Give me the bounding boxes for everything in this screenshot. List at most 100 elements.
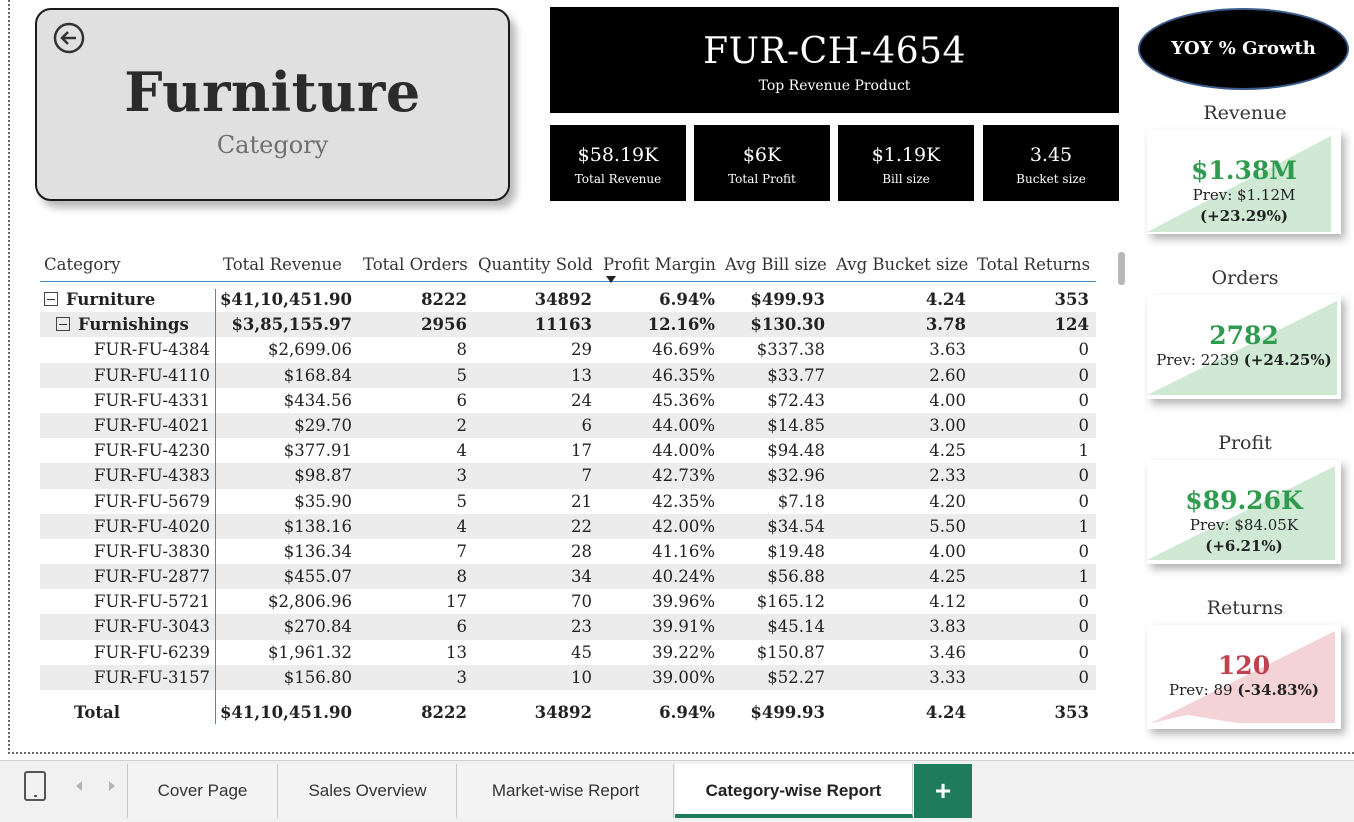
cell-value: $156.80 xyxy=(283,667,352,687)
tab-scroll-right-icon[interactable] xyxy=(109,781,115,791)
cell-value: 21 xyxy=(571,491,592,511)
cell-value: $56.88 xyxy=(767,567,825,587)
yoy-revenue-card: $1.38M Prev: $1.12M (+23.29%) xyxy=(1147,130,1341,234)
yoy-orders-heading: Orders xyxy=(1211,267,1279,289)
cell-value: 1 xyxy=(1078,516,1090,536)
cell-value: $29.70 xyxy=(294,415,352,435)
col-header-avg-bucket-size[interactable]: Avg Bucket size xyxy=(836,255,969,274)
cell-value: 2.60 xyxy=(929,365,966,385)
add-page-button[interactable]: + xyxy=(914,764,972,818)
cell-value: 5 xyxy=(456,365,468,385)
table-row[interactable]: FUR-FU-4021 $29.70 2 6 44.00% $14.85 3.00 0 xyxy=(40,412,1096,439)
cell-value: $130.30 xyxy=(750,315,825,335)
mobile-layout-icon[interactable] xyxy=(24,771,46,801)
cell-value: 3.46 xyxy=(929,642,966,662)
col-header-avg-bill-size[interactable]: Avg Bill size xyxy=(725,255,827,274)
cell-value: 0 xyxy=(1078,491,1090,511)
top-product-code: FUR-CH-4654 xyxy=(703,31,966,72)
table-row[interactable]: FUR-FU-4230 $377.91 4 17 44.00% $94.48 4.25 1 xyxy=(40,438,1096,463)
col-header-quantity-sold[interactable]: Quantity Sold xyxy=(478,255,593,274)
row-label: Furniture xyxy=(66,290,156,309)
table-row[interactable]: FUR-FU-4331 $434.56 6 24 45.36% $72.43 4.00 0 xyxy=(40,388,1096,413)
cell-value: 353 xyxy=(1054,290,1089,309)
col-header-profit-margin[interactable]: Profit Margin xyxy=(603,255,716,274)
yoy-orders-value: 2782 xyxy=(1209,321,1279,350)
cell-value: 4.25 xyxy=(929,441,966,461)
cell-value: 70 xyxy=(571,592,592,612)
cell-value: 353 xyxy=(1054,703,1089,722)
back-arrow-icon[interactable] xyxy=(51,20,87,56)
yoy-revenue-heading: Revenue xyxy=(1203,102,1287,124)
kpi-total-revenue: $58.19K Total Revenue xyxy=(550,125,686,201)
tab-sales-overview[interactable]: Sales Overview xyxy=(279,764,457,818)
col-header-total-orders[interactable]: Total Orders xyxy=(363,255,468,274)
table-row[interactable]: FUR-FU-2877 $455.07 8 34 40.24% $56.88 4.25 1 xyxy=(40,564,1096,590)
cell-value: 44.00% xyxy=(652,415,715,435)
collapse-icon[interactable] xyxy=(56,317,70,332)
cell-value: $52.27 xyxy=(767,667,825,687)
product-rows: FUR-FU-4384 $2,699.06 8 29 46.69% $337.38 3.63… xyxy=(40,337,1096,690)
report-canvas xyxy=(8,0,1354,754)
row-label: FUR-FU-4021 xyxy=(94,415,210,435)
cell-value: $455.07 xyxy=(283,567,352,587)
kpi-value: 3.45 xyxy=(1029,144,1073,166)
cell-value: $32.96 xyxy=(767,466,825,486)
row-label: FUR-FU-4230 xyxy=(94,441,210,461)
cell-value: 41.16% xyxy=(652,541,715,561)
yoy-revenue-prev: Prev: $1.12M xyxy=(1192,186,1296,204)
table-row[interactable]: FUR-FU-5721 $2,806.96 17 70 39.96% $165.12 4.1… xyxy=(40,589,1096,614)
row-label: FUR-FU-3830 xyxy=(94,541,210,561)
cell-value: 8 xyxy=(456,567,468,587)
cell-value: 8222 xyxy=(421,703,467,722)
row-label: Furnishings xyxy=(78,315,189,335)
col-header-total-returns[interactable]: Total Returns xyxy=(977,255,1091,274)
table-row[interactable]: FUR-FU-3830 $136.34 7 28 41.16% $19.48 4.00 0 xyxy=(40,539,1096,564)
cell-value: 6.94% xyxy=(659,703,715,722)
yoy-returns-change: (-34.83%) xyxy=(1237,681,1319,699)
cell-value: $45.14 xyxy=(767,617,825,637)
cell-value: 3 xyxy=(456,667,468,687)
cell-value: 6 xyxy=(456,390,468,410)
yoy-orders-change: (+24.25%) xyxy=(1243,351,1332,369)
row-label: FUR-FU-3043 xyxy=(94,617,210,637)
tab-market-wise-report[interactable]: Market-wise Report xyxy=(458,764,674,818)
cell-value: 1 xyxy=(1078,441,1090,461)
cell-value: 0 xyxy=(1078,667,1090,687)
cell-value: 23 xyxy=(571,617,592,637)
cell-value: $3,85,155.97 xyxy=(231,315,352,335)
cell-value: $499.93 xyxy=(750,703,825,722)
cell-value: $136.34 xyxy=(283,541,352,561)
cell-value: 40.24% xyxy=(652,567,715,587)
cell-value: $150.87 xyxy=(756,642,825,662)
kpi-label: Total Profit xyxy=(728,172,796,186)
cell-value: 0 xyxy=(1078,541,1090,561)
table-row[interactable]: FUR-FU-3043 $270.84 6 23 39.91% $45.14 3.83 0 xyxy=(40,614,1096,640)
table-row[interactable]: FUR-FU-3157 $156.80 3 10 39.00% $52.27 3.33 0 xyxy=(40,664,1096,690)
table-row[interactable]: FUR-FU-4110 $168.84 5 13 46.35% $33.77 2.60 0 xyxy=(40,362,1096,388)
collapse-icon[interactable] xyxy=(44,292,58,306)
top-product-label: Top Revenue Product xyxy=(758,78,911,94)
cell-value: 3.00 xyxy=(929,415,966,435)
cell-value: 3.33 xyxy=(929,667,966,687)
cell-value: $94.48 xyxy=(767,441,825,461)
tab-scroll-left-icon[interactable] xyxy=(76,781,82,791)
cell-value: 124 xyxy=(1054,315,1089,335)
tab-category-wise-report[interactable]: Category-wise Report xyxy=(675,764,913,818)
tab-cover-page[interactable]: Cover Page xyxy=(128,764,278,818)
sort-descending-icon[interactable] xyxy=(606,276,616,283)
col-header-category[interactable]: Category xyxy=(44,255,121,274)
row-label: FUR-FU-5721 xyxy=(94,592,210,612)
table-row[interactable]: FUR-FU-4384 $2,699.06 8 29 46.69% $337.38 3.63… xyxy=(40,337,1096,362)
table-row[interactable]: FUR-FU-6239 $1,961.32 13 45 39.22% $150.87 3.4… xyxy=(40,640,1096,665)
kpi-label: Bucket size xyxy=(1016,172,1086,186)
table-row[interactable]: FUR-FU-5679 $35.90 5 21 42.35% $7.18 4.20 0 xyxy=(40,489,1096,514)
cell-value: 4.24 xyxy=(925,290,966,309)
col-header-total-revenue[interactable]: Total Revenue xyxy=(223,255,342,274)
cell-value: $98.87 xyxy=(294,466,352,486)
table-row[interactable]: FUR-FU-4383 $98.87 3 7 42.73% $32.96 2.33 0 xyxy=(40,463,1096,489)
table-scrollbar[interactable] xyxy=(1118,252,1125,285)
table-row[interactable]: FUR-FU-4020 $138.16 4 22 42.00% $34.54 5.50 1 xyxy=(40,513,1096,539)
kpi-total-profit: $6K Total Profit xyxy=(694,125,830,201)
yoy-growth-badge[interactable]: YOY % Growth xyxy=(1138,8,1349,90)
cell-value: 7 xyxy=(456,541,468,561)
